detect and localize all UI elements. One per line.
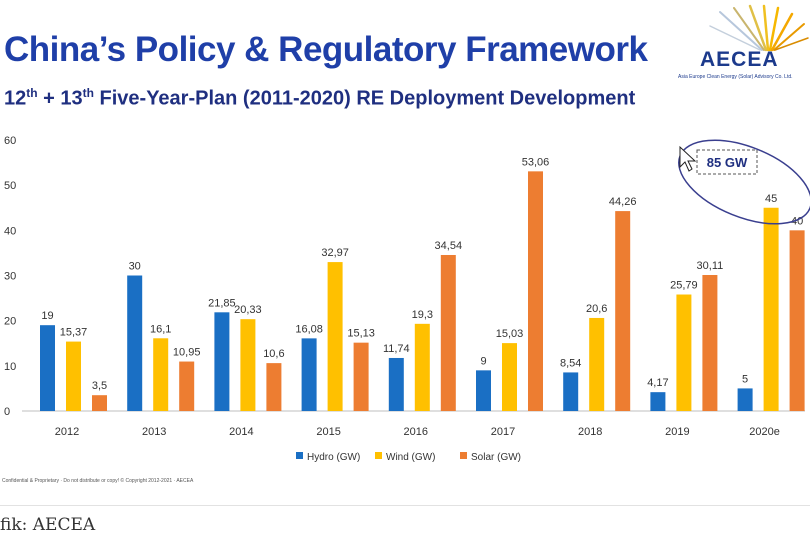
bar-wind [414, 323, 430, 411]
data-label: 32,97 [321, 247, 349, 259]
data-label: 16,1 [150, 323, 171, 335]
legend-label: Hydro (GW) [307, 452, 360, 463]
logo-text: AECEA [700, 48, 779, 71]
y-tick-label: 20 [4, 316, 16, 328]
data-label: 11,74 [383, 343, 410, 355]
data-label: 53,06 [522, 156, 550, 168]
subtitle-text: Five-Year-Plan (2011-2020) RE Deployment… [93, 87, 636, 110]
data-label: 3,5 [92, 380, 107, 392]
data-label: 4,17 [647, 377, 668, 389]
data-label: 15,37 [60, 327, 88, 339]
bar-wind [502, 343, 517, 411]
subtitle-ordinal-1: 12 [4, 87, 27, 110]
y-tick-label: 10 [4, 361, 16, 373]
bar-hydro [737, 388, 753, 411]
bar-hydro [563, 372, 579, 411]
data-label: 9 [480, 355, 486, 367]
slide: China’s Policy & Regulatory Framework 12… [2, 4, 810, 484]
annotation-oval [678, 139, 810, 225]
legend-label: Solar (GW) [471, 452, 521, 463]
sun-rays-logo-icon [709, 4, 809, 52]
legend-swatch [296, 452, 303, 459]
bar-hydro [127, 275, 143, 411]
x-tick-label: 2013 [142, 426, 166, 438]
image-caption: fik: AECEA [0, 515, 96, 535]
x-tick-label: 2016 [404, 426, 428, 438]
bar-solar [789, 230, 805, 411]
data-label: 44,26 [609, 196, 637, 208]
data-label: 20,33 [234, 304, 262, 316]
data-label: 10,6 [263, 348, 284, 360]
data-label: 30 [129, 261, 141, 273]
bar-solar [528, 171, 543, 411]
bar-wind [327, 262, 343, 411]
annotation-label: 85 GW [707, 155, 748, 170]
bar-solar [92, 395, 107, 411]
y-tick-label: 60 [4, 135, 16, 147]
slide-subtitle: 12th + 13th Five-Year-Plan (2011-2020) R… [4, 86, 635, 111]
bar-wind [589, 317, 605, 411]
x-tick-label: 2018 [578, 426, 602, 438]
bar-chart: 0 10 20 30 40 50 60 19 15,37 3,5 2012 30 16,110,95 20… [4, 135, 810, 463]
data-label: 21,85 [208, 297, 236, 309]
x-tick-label: 2012 [55, 426, 79, 438]
data-label: 20,6 [586, 303, 607, 315]
bar-solar [179, 361, 195, 411]
bar-hydro [40, 325, 55, 411]
bar-solar [353, 342, 369, 411]
subtitle-ordinal-2: + 13 [37, 87, 83, 110]
bar-hydro [476, 370, 491, 411]
bar-wind [240, 319, 256, 411]
data-label: 34,54 [435, 240, 463, 252]
data-label: 45 [765, 193, 777, 205]
data-label: 25,79 [670, 280, 698, 292]
subtitle-superscript-2: th [82, 86, 94, 100]
legend-swatch [375, 452, 382, 459]
bar-solar [266, 363, 282, 411]
data-label: 8,54 [560, 357, 581, 369]
x-tick-label: 2014 [229, 426, 253, 438]
x-tick-label: 2015 [316, 426, 340, 438]
slide-title: China’s Policy & Regulatory Framework [4, 30, 648, 69]
logo-subtext: Asia Europe Clean Energy (Solar) Advisor… [678, 74, 793, 80]
x-tick-label: 2020e [749, 426, 780, 438]
y-tick-label: 0 [4, 406, 10, 418]
footer-note: Confidential & Proprietary · Do not dist… [2, 478, 194, 484]
bar-wind [66, 341, 81, 411]
divider [0, 505, 810, 506]
data-label: 19,3 [412, 309, 433, 321]
cursor-arrow-icon [679, 145, 697, 172]
bar-hydro [301, 338, 317, 411]
subtitle-superscript-1: th [26, 86, 38, 100]
data-label: 30,11 [697, 260, 724, 272]
y-tick-label: 30 [4, 271, 16, 283]
x-tick-label: 2017 [491, 426, 515, 438]
x-tick-label: 2019 [665, 426, 689, 438]
bar-hydro [214, 312, 230, 411]
legend-swatch [460, 452, 467, 459]
bar-hydro [650, 392, 666, 411]
y-tick-label: 40 [4, 225, 16, 237]
bar-wind [153, 338, 169, 411]
data-label: 19 [41, 310, 53, 322]
annotation-box [696, 149, 758, 175]
bar-solar [615, 211, 631, 411]
bar-wind [763, 207, 779, 411]
data-label: 16,08 [295, 323, 323, 335]
data-label: 10,95 [173, 347, 201, 359]
bar-wind [676, 294, 692, 411]
y-tick-label: 50 [4, 180, 16, 192]
legend-label: Wind (GW) [386, 452, 435, 463]
bar-solar [440, 254, 456, 411]
bar-hydro [388, 357, 404, 411]
data-label: 15,03 [496, 328, 524, 340]
data-label: 5 [742, 373, 748, 385]
data-label: 15,13 [347, 328, 375, 340]
bar-solar [702, 275, 718, 411]
